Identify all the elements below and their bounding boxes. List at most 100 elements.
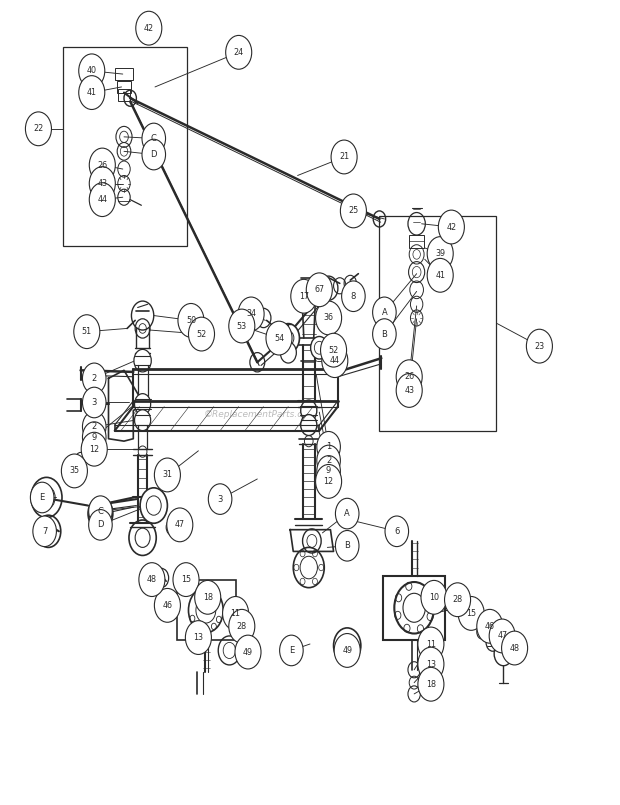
Circle shape [421, 580, 447, 614]
Circle shape [235, 635, 261, 669]
Circle shape [277, 324, 299, 353]
Circle shape [173, 563, 199, 597]
Text: 44: 44 [330, 356, 340, 365]
Circle shape [317, 431, 340, 462]
Text: 49: 49 [342, 646, 352, 655]
Bar [117, 81, 131, 93]
Circle shape [385, 516, 409, 547]
Text: E: E [289, 646, 294, 655]
Circle shape [317, 445, 340, 476]
Bar [379, 216, 496, 431]
Text: 2: 2 [326, 456, 331, 465]
Circle shape [82, 363, 106, 394]
Circle shape [306, 273, 332, 307]
Text: 15: 15 [466, 609, 476, 618]
Circle shape [131, 301, 154, 330]
Text: 26: 26 [97, 160, 107, 170]
Circle shape [335, 530, 359, 561]
Circle shape [340, 194, 366, 228]
Text: B: B [381, 329, 388, 339]
Circle shape [396, 360, 422, 394]
Text: 12: 12 [89, 444, 99, 454]
Circle shape [301, 415, 317, 436]
Circle shape [489, 619, 515, 653]
Text: 36: 36 [324, 313, 334, 323]
Circle shape [89, 510, 112, 540]
Circle shape [445, 583, 471, 617]
Text: 50: 50 [186, 316, 196, 325]
Circle shape [322, 344, 348, 378]
Text: 22: 22 [33, 124, 43, 134]
Circle shape [342, 281, 365, 312]
Circle shape [238, 297, 264, 331]
Text: A: A [344, 509, 350, 518]
Circle shape [185, 621, 211, 654]
Text: B: B [344, 541, 350, 551]
Circle shape [142, 123, 166, 154]
Circle shape [139, 563, 165, 597]
Circle shape [208, 484, 232, 514]
Circle shape [188, 317, 215, 351]
Text: 23: 23 [534, 341, 544, 351]
Circle shape [33, 516, 56, 547]
Circle shape [335, 498, 359, 529]
Circle shape [178, 303, 204, 337]
Circle shape [321, 333, 347, 367]
Text: 51: 51 [82, 327, 92, 336]
Circle shape [418, 667, 444, 701]
Text: 46: 46 [162, 601, 172, 610]
Text: 47: 47 [175, 520, 185, 530]
Text: 3: 3 [218, 494, 223, 504]
Text: D: D [97, 520, 104, 530]
Circle shape [229, 609, 255, 643]
Circle shape [396, 374, 422, 407]
Text: 17: 17 [299, 291, 309, 301]
Text: 42: 42 [144, 23, 154, 33]
Text: ©ReplacementParts.com: ©ReplacementParts.com [203, 410, 317, 419]
Text: 52: 52 [197, 329, 206, 339]
Bar [383, 576, 445, 640]
Text: 28: 28 [453, 595, 463, 605]
Text: 24: 24 [234, 47, 244, 57]
Circle shape [458, 597, 484, 630]
Text: 41: 41 [435, 270, 445, 280]
Text: 40: 40 [87, 66, 97, 76]
Text: 25: 25 [348, 206, 358, 216]
Circle shape [311, 336, 328, 359]
Circle shape [195, 580, 221, 614]
Text: 48: 48 [147, 575, 157, 584]
Circle shape [223, 597, 249, 630]
Circle shape [316, 464, 342, 498]
Circle shape [136, 11, 162, 45]
Circle shape [82, 411, 106, 442]
Circle shape [427, 237, 453, 270]
Bar [115, 68, 133, 80]
Text: 10: 10 [429, 592, 439, 602]
Circle shape [291, 279, 317, 313]
Text: 9: 9 [326, 466, 331, 476]
Text: 6: 6 [394, 526, 399, 536]
Bar [63, 47, 187, 246]
Text: 49: 49 [243, 647, 253, 657]
Circle shape [79, 54, 105, 88]
Text: C: C [151, 134, 157, 143]
Text: 21: 21 [339, 152, 349, 162]
Text: 7: 7 [42, 526, 47, 536]
Circle shape [477, 609, 503, 643]
Circle shape [266, 321, 292, 355]
Text: 35: 35 [69, 466, 79, 476]
Circle shape [301, 400, 317, 421]
Circle shape [81, 432, 107, 466]
Bar [118, 89, 130, 101]
Circle shape [82, 387, 106, 418]
Circle shape [89, 183, 115, 217]
Text: 42: 42 [446, 222, 456, 232]
Text: 9: 9 [92, 432, 97, 442]
Text: 47: 47 [497, 631, 507, 641]
Circle shape [334, 634, 360, 667]
Text: 43: 43 [404, 386, 414, 395]
Text: 1: 1 [326, 442, 331, 452]
Circle shape [167, 508, 193, 542]
Circle shape [373, 297, 396, 328]
Text: A: A [381, 308, 388, 317]
